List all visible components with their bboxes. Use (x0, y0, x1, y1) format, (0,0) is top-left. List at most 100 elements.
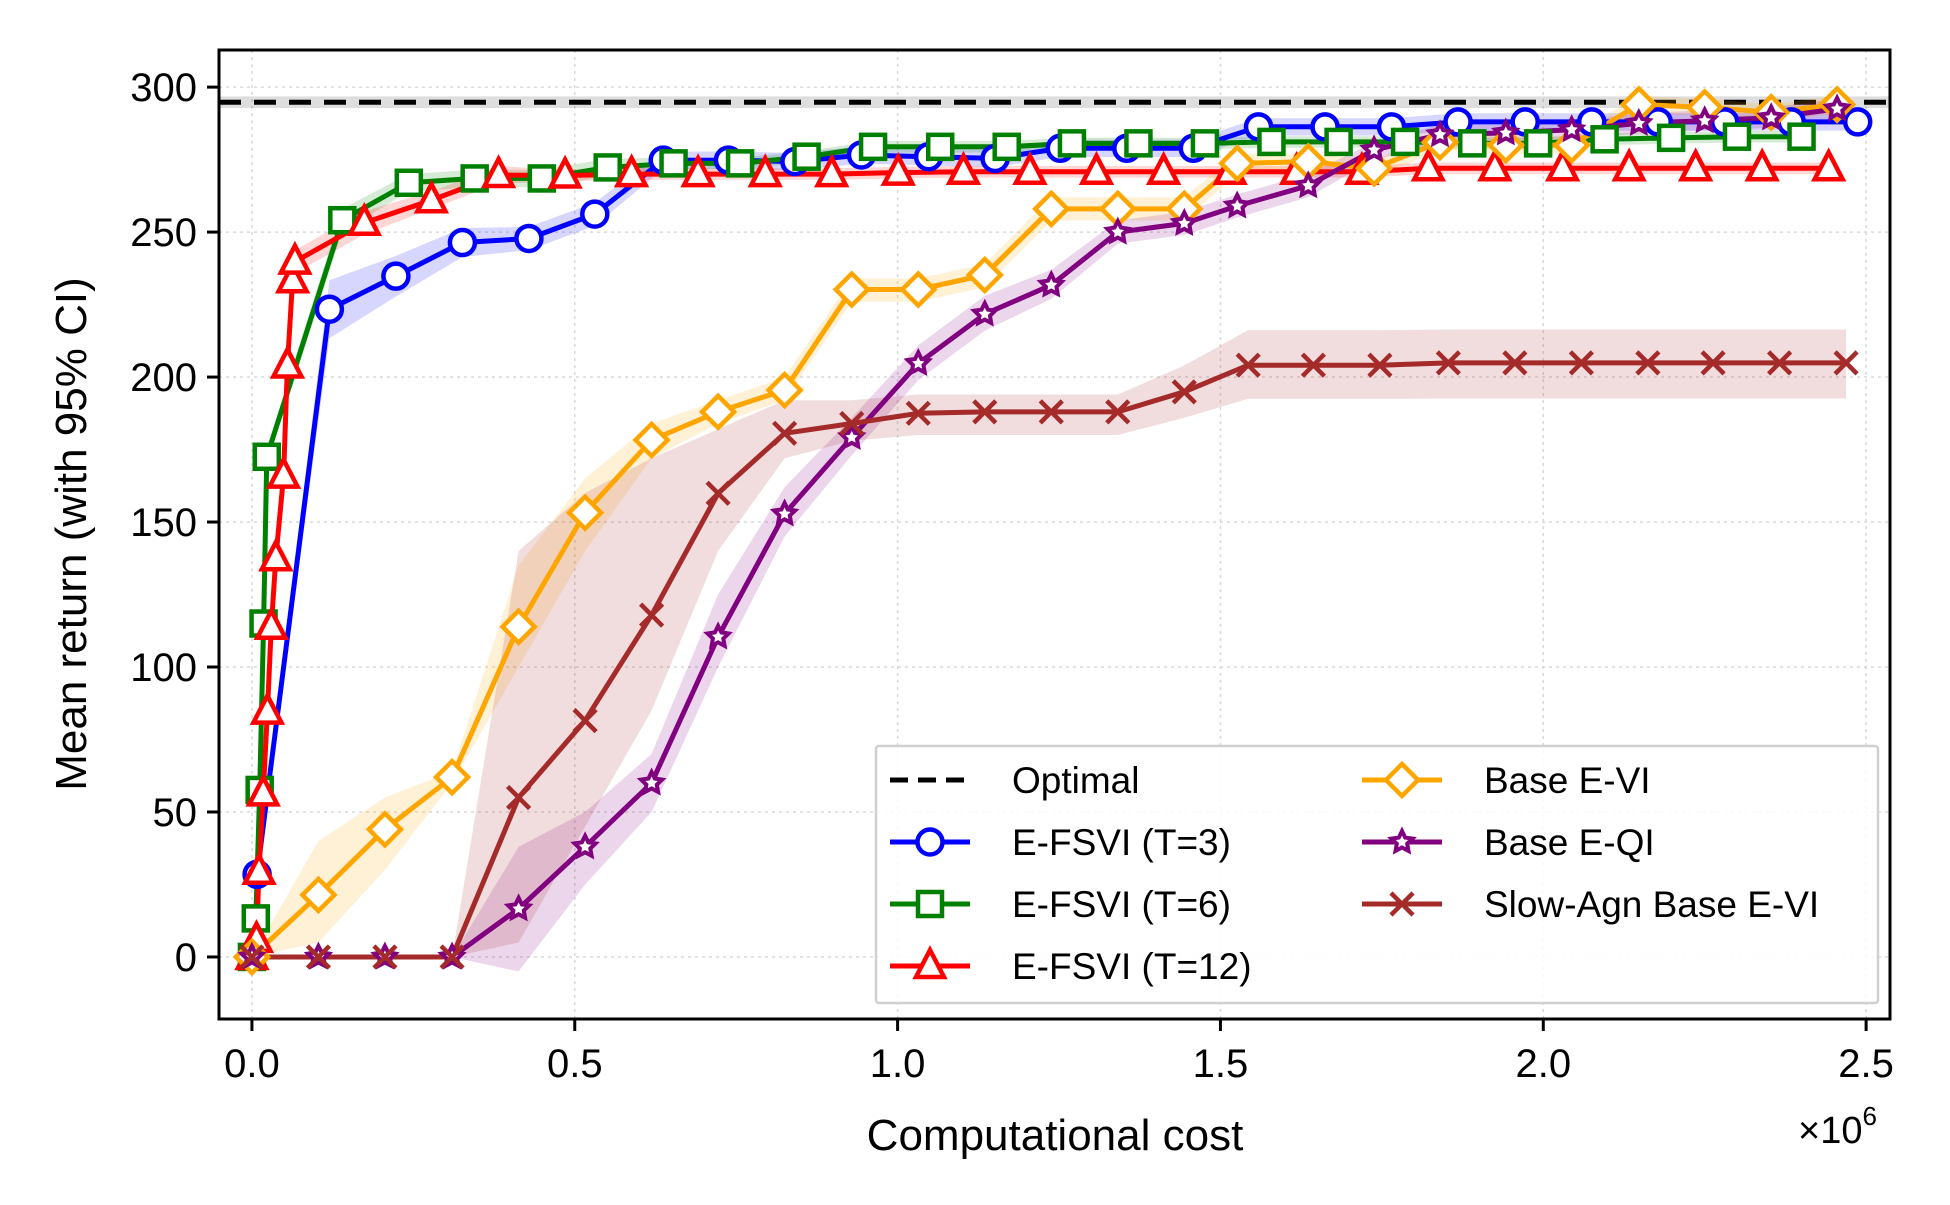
data-point-e-fsvi-t-6 (1190, 129, 1220, 158)
data-point-base-e-vi (698, 392, 738, 432)
data-point-e-fsvi-t-12 (1611, 147, 1647, 182)
data-point-base-e-vi (565, 493, 605, 532)
marker-x-stroke (839, 410, 865, 437)
data-point-slow-agn-base-e-vi (439, 944, 465, 970)
legend-square-marker-icon (915, 889, 945, 919)
marker-x-stroke (506, 784, 532, 811)
data-point-e-fsvi-t-6 (1124, 129, 1153, 158)
marker-x-stroke (239, 944, 265, 970)
legend-label: E-FSVI (T=6) (1012, 884, 1231, 925)
legend-circle-marker-icon (915, 827, 945, 857)
data-point-base-e-qi (703, 621, 733, 650)
data-point-e-fsvi-t-6 (1656, 123, 1686, 153)
data-point-e-fsvi-t-6 (394, 168, 424, 198)
data-point-base-e-vi (1218, 144, 1257, 183)
data-point-e-fsvi-t-12 (613, 153, 650, 188)
ci-band-base-e-vi (251, 95, 1838, 958)
data-point-base-e-qi (903, 347, 934, 376)
legend-label: E-FSVI (T=12) (1012, 946, 1252, 987)
marker-x-stroke (1833, 350, 1859, 376)
x-multiplier-exponent: 6 (1862, 1101, 1876, 1131)
ci-band-base-e-qi (251, 98, 1838, 972)
data-point-slow-agn-base-e-vi (506, 784, 532, 811)
data-point-e-fsvi-t-12 (241, 850, 277, 885)
data-point-e-fsvi-t-12 (1078, 150, 1115, 186)
data-point-e-fsvi-t-6 (992, 132, 1021, 162)
data-point-slow-agn-base-e-vi (839, 410, 865, 437)
x-tick-label: 1.5 (1193, 1042, 1249, 1086)
plot-frame (217, 48, 1892, 1021)
marker-x-stroke (572, 708, 598, 734)
marker-x-stroke (1171, 379, 1197, 405)
data-point-e-fsvi-t-12 (1145, 150, 1182, 186)
data-point-e-fsvi-t-12 (1012, 150, 1048, 186)
data-point-slow-agn-base-e-vi (705, 480, 731, 506)
optimal-reference (219, 96, 1890, 108)
marker-x-stroke (1038, 399, 1064, 425)
data-point-base-e-qi (503, 893, 534, 922)
data-point-slow-agn-base-e-vi (1766, 350, 1793, 376)
data-point-slow-agn-base-e-vi (1635, 350, 1661, 376)
data-point-e-fsvi-t-12 (747, 153, 783, 188)
y-tick-label: 200 (130, 356, 197, 400)
marker-x-stroke (1568, 350, 1594, 376)
data-point-e-fsvi-t-12 (253, 605, 290, 640)
data-point-slow-agn-base-e-vi (972, 399, 998, 425)
data-point-base-e-qi (1822, 93, 1852, 122)
legend-label: Optimal (1012, 760, 1139, 801)
data-point-e-fsvi-t-3 (447, 227, 478, 258)
data-point-e-fsvi-t-6 (1787, 122, 1816, 151)
marker-x-stroke (1502, 350, 1528, 376)
y-tick-label: 250 (130, 211, 197, 255)
data-point-base-e-qi (1624, 107, 1654, 136)
y-tick-label: 50 (153, 791, 198, 835)
data-point-base-e-qi (1556, 114, 1587, 143)
marker-x-stroke (1700, 350, 1726, 376)
data-point-e-fsvi-t-6 (1057, 129, 1087, 158)
data-point-base-e-vi (632, 420, 671, 460)
data-point-e-fsvi-t-12 (274, 259, 311, 294)
optimal-ci-band (219, 96, 1890, 108)
data-point-slow-agn-base-e-vi (1235, 352, 1261, 378)
data-point-base-e-qi (636, 767, 667, 796)
data-point-e-fsvi-t-12 (814, 153, 850, 188)
data-point-e-fsvi-t-12 (1744, 147, 1780, 182)
marker-x-stroke (972, 399, 998, 425)
data-point-slow-agn-base-e-vi (772, 420, 798, 446)
data-point-e-fsvi-t-12 (245, 772, 281, 807)
data-point-e-fsvi-t-6 (252, 442, 282, 472)
data-point-e-fsvi-t-3 (381, 261, 411, 291)
y-tick-label: 0 (175, 936, 197, 980)
data-point-e-fsvi-t-12 (269, 344, 306, 379)
x-tick-label: 0.5 (547, 1042, 603, 1086)
data-point-e-fsvi-t-3 (314, 294, 345, 324)
x-tick-label: 2.0 (1515, 1042, 1571, 1086)
data-point-e-fsvi-t-6 (858, 132, 888, 162)
legend-item: E-FSVI (T=12) (890, 945, 1252, 987)
data-point-e-fsvi-t-12 (945, 150, 982, 186)
data-point-e-fsvi-t-12 (1477, 147, 1513, 182)
data-point-base-e-vi (965, 255, 1004, 295)
data-point-e-fsvi-t-12 (1677, 147, 1714, 182)
marker-x-stroke (1367, 352, 1393, 378)
marker-x-stroke (639, 602, 665, 628)
y-tick-label: 150 (130, 501, 197, 545)
x-multiplier-base: ×10 (1798, 1110, 1862, 1152)
legend-box (874, 744, 1880, 1005)
marker-x-stroke (1105, 399, 1131, 425)
data-point-e-fsvi-t-6 (1324, 127, 1353, 157)
legend-item: E-FSVI (T=3) (890, 822, 1231, 863)
data-point-base-e-qi (1689, 105, 1720, 134)
data-point-e-fsvi-t-6 (328, 205, 357, 235)
legend-label: Base E-QI (1484, 822, 1655, 863)
data-point-e-fsvi-t-12 (346, 201, 382, 237)
data-point-base-e-qi (1036, 269, 1067, 298)
legend-diamond-marker-icon (1382, 760, 1422, 800)
data-point-base-e-vi (499, 607, 538, 646)
data-point-base-e-qi (1169, 207, 1199, 236)
marker-x-stroke (1766, 350, 1793, 376)
marker-x-stroke (1435, 350, 1461, 376)
data-point-slow-agn-base-e-vi (1435, 350, 1461, 376)
data-point-e-fsvi-t-12 (547, 154, 583, 189)
